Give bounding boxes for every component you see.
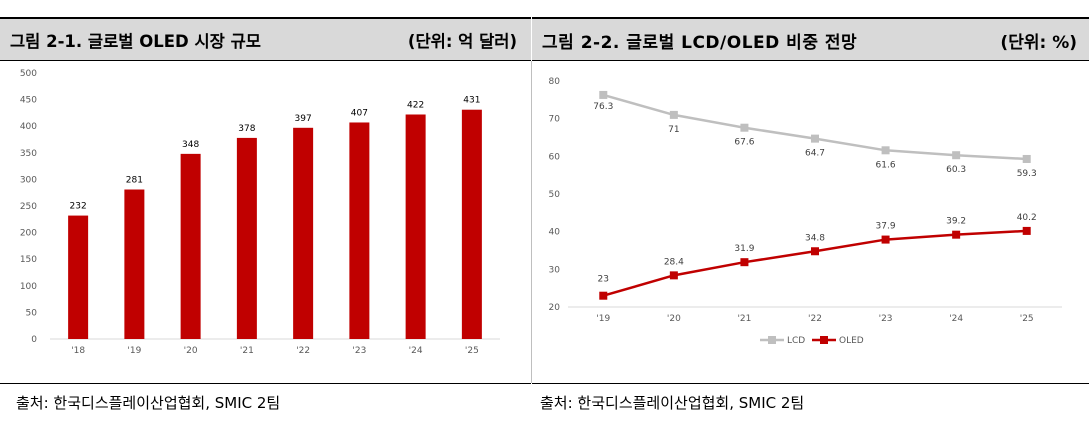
- bar-value-label: 281: [126, 176, 143, 186]
- oled-value-label: 34.8: [805, 233, 825, 243]
- bar: [124, 189, 145, 339]
- lcd-value-label: 76.3: [593, 102, 613, 112]
- lcd-point: [599, 90, 608, 99]
- bar-value-label: 407: [351, 108, 368, 118]
- line-y-tick-label: 70: [549, 115, 561, 125]
- lcd-point: [740, 123, 749, 132]
- line-y-tick-label: 80: [549, 77, 561, 87]
- bar: [405, 114, 426, 339]
- bar-y-tick-label: 300: [20, 175, 37, 185]
- line-y-tick-label: 50: [549, 190, 561, 200]
- lcd-value-label: 67.6: [734, 138, 754, 148]
- line-y-tick-label: 60: [549, 152, 561, 162]
- left-title-bar: 그림 2-1. 글로벌 OLED 시장 규모 (단위: 억 달러): [0, 17, 531, 61]
- lcd-point: [881, 146, 890, 155]
- bar-x-tick-label: '22: [296, 346, 310, 356]
- oled-value-label: 37.9: [876, 222, 896, 232]
- bar-y-tick-label: 100: [20, 282, 37, 292]
- oled-point: [599, 291, 608, 300]
- bar-x-tick-label: '25: [465, 346, 479, 356]
- line-x-tick-label: '22: [808, 314, 822, 324]
- bar: [293, 127, 314, 340]
- oled-legend-label: OLED: [839, 336, 864, 346]
- right-chart-title: 그림 2-2. 글로벌 LCD/OLED 비중 전망: [542, 33, 858, 53]
- panel-divider: [531, 61, 532, 383]
- oled-point: [881, 235, 890, 244]
- lcd-legend-marker: [768, 336, 776, 344]
- left-chart-title: 그림 2-1. 글로벌 OLED 시장 규모: [10, 32, 261, 51]
- line-chart: 20 30 40 50 60 70 80 '19 '20 '21 '22 '23 '24 '25 76.3 7…: [549, 77, 1062, 346]
- bar-value-label: 397: [295, 114, 312, 124]
- bar-x-tick-label: '23: [352, 346, 366, 356]
- left-chart-unit: (단위: 억 달러): [407, 32, 517, 51]
- lcd-value-label: 71: [668, 125, 679, 135]
- right-title-bar: 그림 2-2. 글로벌 LCD/OLED 비중 전망 (단위: %): [532, 17, 1089, 61]
- right-panel: 그림 2-2. 글로벌 LCD/OLED 비중 전망 (단위: %) 20 30 4…: [532, 0, 1089, 424]
- bar-y-tick-label: 0: [31, 335, 37, 345]
- bar-y-tick-label: 250: [20, 202, 37, 212]
- bar-value-label: 232: [70, 202, 87, 212]
- bar-value-label: 431: [463, 96, 480, 106]
- line-x-tick-label: '23: [879, 314, 893, 324]
- oled-value-label: 23: [598, 275, 609, 285]
- bar: [68, 215, 89, 339]
- bar-y-tick-label: 500: [20, 69, 37, 79]
- right-source: 출처: 한국디스플레이산업협회, SMIC 2팀: [540, 394, 805, 412]
- oled-point: [740, 258, 749, 267]
- bar: [236, 137, 257, 339]
- oled-value-label: 31.9: [734, 244, 754, 254]
- line-y-tick-label: 30: [549, 265, 561, 275]
- lcd-point: [669, 110, 678, 119]
- right-chart-unit: (단위: %): [1000, 33, 1077, 53]
- bar-value-label: 422: [407, 100, 424, 110]
- bar-chart: 0 50 100 150 200 250 300 350 400 450 500 232 '18 281 '…: [20, 69, 500, 356]
- lcd-legend-label: LCD: [787, 336, 805, 346]
- bar-x-tick-label: '21: [240, 346, 254, 356]
- lcd-point: [952, 151, 961, 160]
- bar-x-tick-label: '18: [71, 346, 85, 356]
- bar: [180, 153, 201, 339]
- line-x-tick-label: '24: [949, 314, 963, 324]
- line-x-tick-label: '21: [737, 314, 751, 324]
- bar-value-label: 348: [182, 140, 199, 150]
- bar: [349, 122, 370, 339]
- bar-value-label: 378: [238, 124, 255, 134]
- bar-y-tick-label: 400: [20, 122, 37, 132]
- right-footer-rule: [532, 383, 1089, 384]
- oled-value-label: 39.2: [946, 217, 966, 227]
- lcd-value-label: 64.7: [805, 149, 825, 159]
- bar-x-tick-label: '20: [184, 346, 198, 356]
- lcd-point: [811, 134, 819, 143]
- oled-legend-marker: [820, 336, 828, 344]
- oled-point: [669, 271, 678, 280]
- bar-y-tick-label: 350: [20, 149, 37, 159]
- line-y-tick-label: 20: [549, 303, 561, 313]
- left-footer-rule: [0, 383, 531, 384]
- bar-y-tick-label: 200: [20, 229, 37, 239]
- bar-x-tick-label: '24: [409, 346, 423, 356]
- bar-y-tick-label: 150: [20, 255, 37, 265]
- bar: [461, 109, 482, 339]
- line-x-tick-label: '19: [596, 314, 610, 324]
- oled-value-label: 28.4: [664, 257, 684, 267]
- left-source: 출처: 한국디스플레이산업협회, SMIC 2팀: [16, 394, 281, 412]
- line-y-tick-label: 40: [549, 228, 561, 238]
- lcd-value-label: 61.6: [876, 160, 896, 170]
- oled-point: [952, 230, 961, 239]
- line-x-tick-label: '25: [1020, 314, 1034, 324]
- bar-x-tick-label: '19: [127, 346, 141, 356]
- left-panel: 그림 2-1. 글로벌 OLED 시장 규모 (단위: 억 달러) 0 50 100…: [0, 0, 531, 424]
- oled-point: [811, 247, 819, 256]
- bar-y-tick-label: 450: [20, 96, 37, 106]
- lcd-value-label: 59.3: [1017, 169, 1037, 179]
- line-x-tick-label: '20: [667, 314, 681, 324]
- bar-y-tick-label: 50: [26, 308, 38, 318]
- oled-value-label: 40.2: [1017, 213, 1037, 223]
- lcd-point: [1022, 154, 1031, 163]
- lcd-value-label: 60.3: [946, 165, 966, 175]
- oled-point: [1022, 226, 1031, 235]
